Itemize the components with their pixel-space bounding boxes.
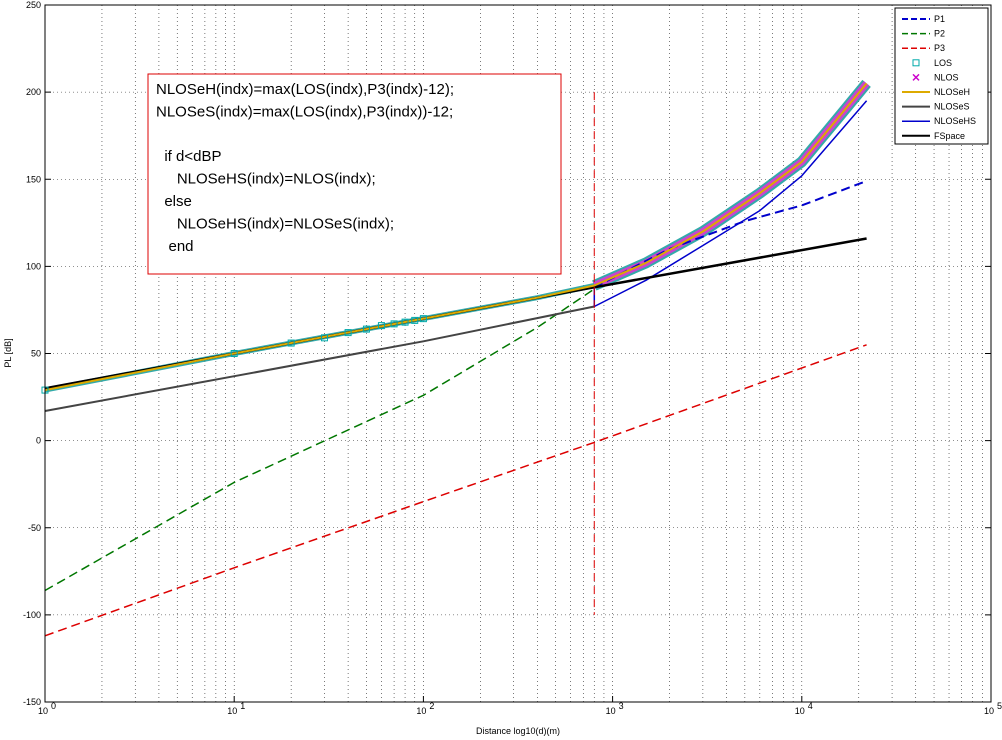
x-tick-label: 10 [795, 706, 805, 716]
y-tick-label: -100 [23, 610, 41, 620]
y-tick-label: 250 [26, 0, 41, 10]
y-tick-label: -150 [23, 697, 41, 707]
formula-line: NLOSeHS(indx)=NLOS(indx); [156, 171, 376, 188]
los-marker [362, 325, 370, 333]
formula-line: end [156, 238, 194, 255]
los-marker [344, 329, 352, 337]
x-tick-exponent: 0 [51, 701, 56, 711]
los-marker [230, 350, 238, 357]
x-axis-label: Distance log10(d)(m) [476, 726, 560, 736]
legend-label-nlosehs: NLOSeHS [934, 116, 976, 126]
legend: P1 P2 P3 LOS NLOS NLOSeH NLOSeS NLOSeHS FSpace [894, 7, 989, 145]
y-tick-label: -50 [28, 523, 41, 533]
y-tick-label: 100 [26, 261, 41, 271]
formula-line: if d<dBP [156, 148, 221, 165]
legend-label-los: LOS [934, 58, 952, 68]
y-axis-label: PL [dB] [3, 338, 13, 367]
axis-ticks: 10 0 10 1 10 2 10 3 10 4 10 5-150-100-5005010015020… [23, 0, 1002, 716]
formula-line: NLOSeHS(indx)=NLOSeS(indx); [156, 215, 394, 232]
x-tick-exponent: 4 [808, 701, 813, 711]
legend-label-nloses: NLOSeS [934, 102, 970, 112]
series-line-nloseh [44, 82, 868, 392]
los-marker [287, 339, 295, 347]
los-marker [419, 315, 427, 323]
series-line-p1 [593, 180, 867, 289]
x-tick-exponent: 5 [997, 701, 1002, 711]
y-tick-label: 150 [26, 174, 41, 184]
los-marker [320, 334, 328, 342]
legend-label-fspace: FSpace [934, 131, 965, 141]
x-tick-label: 10 [606, 706, 616, 716]
los-marker [390, 320, 398, 328]
x-tick-exponent: 2 [429, 701, 434, 711]
x-tick-label: 10 [984, 706, 994, 716]
y-tick-label: 200 [26, 87, 41, 97]
x-tick-exponent: 3 [619, 701, 624, 711]
series-line-nloses [44, 305, 595, 412]
legend-marker-los [912, 59, 920, 67]
plot-series [41, 79, 871, 637]
formula-line: NLOSeS(indx)=max(LOS(indx),P3(indx))-12; [156, 103, 453, 120]
x-tick-label: 10 [38, 706, 48, 716]
x-tick-label: 10 [416, 706, 426, 716]
x-tick-exponent: 1 [240, 701, 245, 711]
formula-annotation: NLOSeH(indx)=max(LOS(indx),P3(indx)-12);… [147, 73, 562, 275]
formula-line: NLOSeH(indx)=max(LOS(indx),P3(indx)-12); [156, 81, 454, 98]
legend-label-p1: P1 [934, 14, 945, 24]
formula-line: else [156, 193, 192, 210]
legend-label-p3: P3 [934, 43, 945, 53]
x-tick-label: 10 [227, 706, 237, 716]
legend-label-nlos: NLOS [934, 72, 959, 82]
los-marker [377, 322, 385, 330]
y-tick-label: 0 [36, 436, 41, 446]
formula-annotation-box [147, 73, 562, 275]
los-marker [401, 318, 409, 326]
legend-label-p2: P2 [934, 29, 945, 39]
los-marker [411, 316, 419, 324]
y-tick-label: 50 [31, 349, 41, 359]
legend-label-nloseh: NLOSeH [934, 87, 970, 97]
legend-marker-nlos [912, 73, 920, 81]
series-line-p3 [44, 344, 867, 637]
